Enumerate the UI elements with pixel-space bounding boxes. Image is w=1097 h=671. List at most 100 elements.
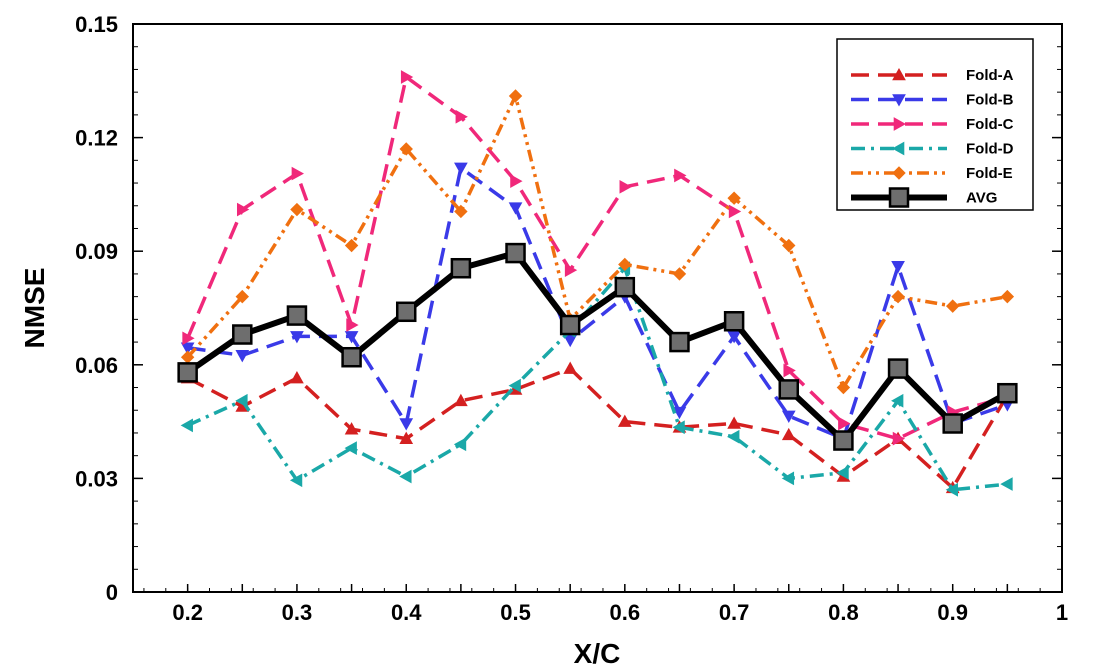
series-line-fold-c bbox=[186, 75, 1008, 441]
data-point-fold-c bbox=[674, 168, 687, 183]
legend-label-fold-c: Fold-C bbox=[966, 116, 1014, 133]
data-point-fold-d bbox=[344, 441, 357, 455]
data-point-fold-e bbox=[618, 257, 632, 272]
data-point-fold-d bbox=[1000, 477, 1013, 491]
data-point-fold-e bbox=[290, 202, 304, 217]
data-point-avg bbox=[177, 362, 198, 383]
data-point-fold-c bbox=[455, 109, 468, 124]
data-point-fold-e bbox=[945, 299, 960, 313]
data-point-fold-b bbox=[781, 410, 796, 423]
legend-marker-fold-d bbox=[891, 141, 905, 156]
data-point-fold-a bbox=[617, 414, 632, 427]
data-point-fold-d bbox=[235, 393, 248, 408]
data-point-fold-b bbox=[235, 350, 250, 363]
legend-label-fold-b: Fold-B bbox=[966, 92, 1014, 109]
legend-marker-fold-c bbox=[893, 117, 907, 131]
legend-marker-avg bbox=[888, 187, 910, 208]
y-tick-label: 0.09 bbox=[75, 239, 118, 264]
data-point-fold-c bbox=[236, 202, 250, 217]
data-point-fold-b bbox=[290, 331, 304, 344]
data-point-fold-d bbox=[180, 418, 193, 433]
data-point-fold-b bbox=[454, 162, 468, 175]
data-point-fold-c bbox=[346, 318, 359, 332]
data-point-fold-b bbox=[399, 418, 414, 431]
data-point-fold-c bbox=[619, 179, 632, 194]
data-point-avg bbox=[778, 379, 800, 400]
data-point-fold-c bbox=[510, 174, 523, 188]
data-point-fold-b bbox=[508, 202, 523, 215]
data-point-avg bbox=[341, 346, 362, 368]
x-tick-label: 0.2 bbox=[172, 600, 203, 625]
y-tick-label: 0.12 bbox=[75, 126, 118, 151]
x-axis-title: X/C bbox=[574, 638, 621, 669]
data-point-avg bbox=[723, 311, 745, 332]
data-point-fold-d bbox=[727, 429, 740, 444]
series-line-fold-d bbox=[186, 266, 1008, 492]
data-point-fold-d bbox=[781, 471, 795, 486]
data-point-fold-d bbox=[289, 473, 303, 488]
data-point-avg bbox=[395, 301, 417, 323]
legend-label-avg: AVG bbox=[966, 190, 997, 207]
data-point-avg bbox=[232, 324, 253, 345]
series-line-avg bbox=[185, 250, 1009, 444]
data-point-fold-c bbox=[291, 166, 304, 181]
legend-label-fold-d: Fold-D bbox=[966, 141, 1014, 158]
data-point-fold-a bbox=[563, 361, 578, 374]
y-axis: 0 0.03 0.06 0.09 0.12 0.15 bbox=[75, 12, 1062, 605]
y-tick-label: 0.15 bbox=[75, 12, 118, 37]
data-point-fold-c bbox=[783, 363, 796, 378]
data-point-fold-a bbox=[454, 393, 468, 407]
x-tick-label: 0.4 bbox=[391, 600, 422, 625]
data-point-avg bbox=[450, 257, 472, 279]
data-point-fold-d bbox=[453, 437, 467, 452]
data-point-avg bbox=[614, 276, 636, 298]
x-tick-label: 0.5 bbox=[500, 600, 531, 625]
data-point-fold-e bbox=[672, 267, 687, 281]
legend-marker-fold-a bbox=[892, 67, 906, 81]
data-point-fold-b bbox=[727, 331, 741, 344]
data-point-fold-c bbox=[838, 416, 851, 431]
data-point-fold-e bbox=[782, 238, 796, 253]
y-tick-label: 0.03 bbox=[75, 466, 118, 491]
data-point-fold-c bbox=[728, 204, 742, 219]
data-point-fold-e bbox=[235, 289, 250, 304]
data-point-fold-e bbox=[454, 204, 468, 219]
data-point-fold-d bbox=[836, 465, 849, 480]
data-point-avg bbox=[505, 242, 526, 264]
data-point-avg bbox=[942, 413, 963, 434]
data-point-fold-d bbox=[508, 378, 521, 393]
x-tick-label: 0.6 bbox=[610, 600, 641, 625]
data-point-fold-d bbox=[945, 482, 959, 497]
series-fold-e bbox=[180, 89, 1015, 395]
data-point-fold-b bbox=[672, 406, 687, 420]
data-point-avg bbox=[887, 358, 909, 379]
x-axis: 0.2 0.3 0.4 0.5 0.6 0.7 0.8 0.9 1 bbox=[143, 584, 1068, 625]
series-line-fold-a bbox=[186, 366, 1009, 490]
data-point-avg bbox=[286, 305, 308, 326]
data-point-fold-b bbox=[891, 261, 905, 274]
data-point-fold-e bbox=[508, 89, 523, 103]
series-avg bbox=[177, 242, 1018, 451]
data-point-fold-e bbox=[344, 238, 359, 253]
series-line-fold-e bbox=[186, 94, 1008, 390]
y-tick-label: 0.06 bbox=[75, 353, 118, 378]
x-tick-label: 0.7 bbox=[719, 600, 750, 625]
data-point-fold-b bbox=[180, 342, 195, 355]
y-axis-title: NMSE bbox=[19, 268, 50, 349]
data-point-fold-a bbox=[344, 422, 359, 435]
data-point-fold-c bbox=[400, 70, 414, 84]
data-point-fold-e bbox=[891, 289, 905, 304]
legend-label-fold-a: Fold-A bbox=[966, 67, 1014, 84]
legend-marker-fold-e bbox=[892, 166, 906, 180]
data-point-fold-a bbox=[781, 427, 796, 441]
data-point-fold-a bbox=[399, 431, 414, 444]
data-point-fold-c bbox=[564, 263, 578, 277]
data-point-fold-e bbox=[1000, 289, 1015, 304]
data-point-fold-b bbox=[563, 334, 578, 348]
data-point-fold-e bbox=[727, 191, 741, 205]
x-tick-label: 0.8 bbox=[828, 600, 859, 625]
data-point-avg bbox=[833, 430, 854, 451]
x-tick-label: 1 bbox=[1056, 600, 1068, 625]
data-point-avg bbox=[559, 314, 581, 336]
